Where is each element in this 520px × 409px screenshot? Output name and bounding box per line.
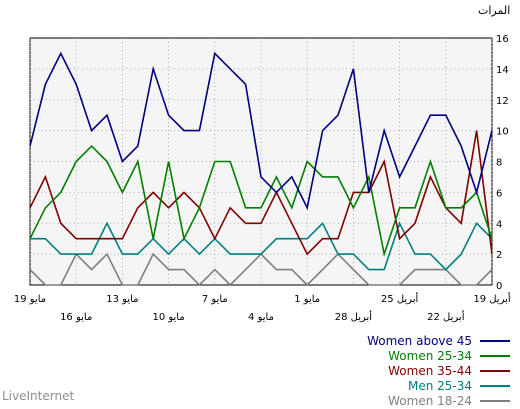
x-tick-label: 13 مايو [106,294,138,305]
x-tick-label: 19 أبريل [473,292,511,305]
y-tick-label: 14 [496,65,509,76]
legend-swatch [480,370,510,372]
series-line-men-25-34 [30,221,493,271]
x-tick-label: 4 مايو [248,312,274,323]
series-line-women-above-45 [29,51,493,211]
legend-label: Men 25-34 [407,379,472,393]
legend-label: Women above 45 [367,334,472,348]
y-tick-label: 2 [496,250,502,261]
legend-item: Women 35-44 [388,363,510,379]
legend-item: Women 25-34 [388,348,510,364]
y-tick-label: 4 [496,219,502,230]
x-tick-label: 19 مايو [14,294,46,305]
y-tick-label: 0 [496,281,502,292]
legend-swatch [480,355,510,357]
y-tick-label: 12 [496,96,509,107]
x-tick-label: 10 مايو [152,312,184,323]
x-tick-label: 22 أبريل [427,310,465,323]
legend-label: Women 25-34 [388,349,472,363]
y-tick-label: 8 [496,158,502,169]
x-tick-label: 28 أبريل [335,310,373,323]
legend-swatch [480,340,510,342]
legend-swatch [480,385,510,387]
legend-item: Women 18-24 [388,393,510,409]
y-tick-label: 6 [496,188,502,199]
x-tick-label: 25 أبريل [381,292,419,305]
legend-label: Women 35-44 [388,364,472,378]
watermark-text: LiveInternet [2,389,75,403]
x-tick-label: 7 مايو [202,294,228,305]
y-tick-label: 10 [496,127,509,138]
legend-item: Men 25-34 [408,378,510,394]
x-tick-label: 1 مايو [294,294,320,305]
legend-item: Women above 45 [367,333,510,349]
y-tick-label: 16 [496,34,509,45]
legend-label: Women 18-24 [388,394,472,408]
series-line-women-35-44 [29,130,493,256]
legend-swatch [480,400,510,402]
y-axis-label: المرات [478,4,511,17]
series-line-women-25-34 [29,144,493,258]
x-tick-label: 16 مايو [60,312,92,323]
